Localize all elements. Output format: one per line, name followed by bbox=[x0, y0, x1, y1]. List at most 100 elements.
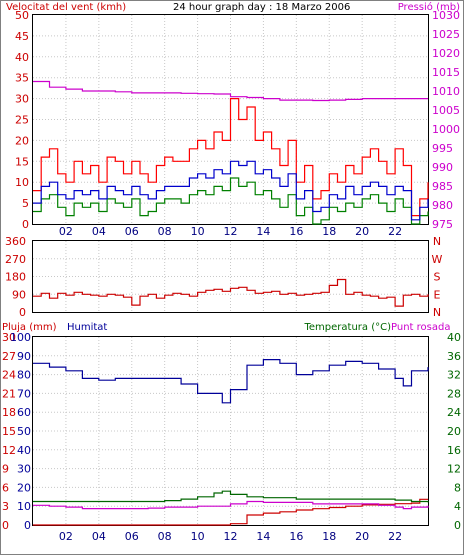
humidity-tick: 30 bbox=[17, 463, 31, 476]
direction-tick: 0 bbox=[19, 306, 26, 319]
x-tick-label: 18 bbox=[322, 225, 336, 238]
wind-speed-tick: 50 bbox=[15, 9, 29, 22]
x-tick-label: 12 bbox=[224, 225, 238, 238]
rain-tick: 21 bbox=[2, 387, 16, 400]
temperature-tick: 16 bbox=[447, 444, 461, 457]
wind-speed-tick: 35 bbox=[15, 72, 29, 85]
wind-speed-tick-labels: 0 5 10 15 20 25 30 35 40 45 50 bbox=[15, 9, 29, 231]
pressure-axis-label: Pressió (mb) bbox=[398, 1, 460, 13]
temperature-tick: 12 bbox=[447, 463, 461, 476]
weather-panel-series bbox=[33, 359, 429, 526]
dewpoint-axis-label: Punt rosada bbox=[391, 322, 450, 333]
direction-tick: 270 bbox=[5, 253, 26, 266]
temperature-tick-labels: 0 4 8 12 16 20 24 28 32 36 40 bbox=[447, 331, 461, 532]
wind-speed-tick: 15 bbox=[15, 155, 29, 168]
direction-panel-frame bbox=[32, 240, 429, 313]
rain-tick: 0 bbox=[2, 519, 9, 532]
x-tick-label: 22 bbox=[388, 225, 402, 238]
temperature-tick: 40 bbox=[447, 331, 461, 344]
average-line bbox=[33, 160, 429, 221]
pressure-tick: 1025 bbox=[432, 28, 460, 41]
wind-speed-tick: 30 bbox=[15, 93, 29, 106]
rain-tick-labels: 0 3 6 9 12 15 18 21 24 27 30 bbox=[2, 331, 16, 532]
x-tick-label: 02 bbox=[59, 530, 73, 543]
wind-speed-tick: 20 bbox=[15, 134, 29, 147]
rain-tick: 30 bbox=[2, 331, 16, 344]
humidity-tick: 50 bbox=[17, 425, 31, 438]
temperature-axis-label: Temperatura (°C) bbox=[303, 322, 391, 333]
x-tick-label: 10 bbox=[191, 530, 205, 543]
rain-line bbox=[33, 498, 428, 526]
temperature-tick: 8 bbox=[454, 481, 461, 494]
direction-tick: 180 bbox=[5, 271, 26, 284]
pressure-tick: 995 bbox=[432, 142, 453, 155]
pressure-tick-labels: 975 980 985 990 995 1000 1005 1010 1015 1020 1025 1… bbox=[432, 9, 460, 231]
direction-panel-series bbox=[33, 278, 429, 307]
rain-tick: 6 bbox=[2, 481, 9, 494]
compass-tick: W bbox=[432, 253, 443, 266]
rain-tick: 24 bbox=[2, 369, 16, 382]
x-tick-label: 14 bbox=[256, 530, 270, 543]
temperature-tick: 20 bbox=[447, 425, 461, 438]
rain-tick: 12 bbox=[2, 444, 16, 457]
pressure-tick: 990 bbox=[432, 161, 453, 174]
pressure-tick: 1020 bbox=[432, 47, 460, 60]
pressure-tick: 1010 bbox=[432, 85, 460, 98]
wind-speed-tick: 25 bbox=[15, 114, 29, 127]
temperature-tick: 4 bbox=[454, 500, 461, 513]
x-tick-label: 04 bbox=[92, 225, 106, 238]
x-tick-label: 20 bbox=[355, 225, 369, 238]
weather-panel-hour-labels: 02 04 06 08 10 12 14 16 18 20 22 bbox=[59, 530, 402, 543]
x-tick-label: 20 bbox=[355, 530, 369, 543]
pressure-tick: 1015 bbox=[432, 66, 460, 79]
gust-line bbox=[33, 98, 429, 217]
compass-tick: N bbox=[433, 306, 441, 319]
compass-tick: E bbox=[434, 288, 441, 301]
wind-speed-tick: 10 bbox=[15, 176, 29, 189]
humidity-tick: 0 bbox=[24, 519, 31, 532]
temperature-tick: 36 bbox=[447, 350, 461, 363]
humidity-tick: 70 bbox=[17, 387, 31, 400]
rain-axis-label: Pluja (mm) bbox=[2, 322, 57, 333]
x-tick-label: 04 bbox=[92, 530, 106, 543]
minimum-line bbox=[33, 177, 429, 225]
pressure-tick: 985 bbox=[432, 180, 453, 193]
humidity-axis-label: Humitat bbox=[67, 322, 107, 333]
direction-tick: 360 bbox=[5, 235, 26, 248]
wind-speed-tick: 0 bbox=[22, 218, 29, 231]
wind-panel-series bbox=[33, 80, 429, 225]
direction-tick: 90 bbox=[12, 288, 26, 301]
humidity-tick-labels: 0 10 20 30 40 50 60 70 80 90 100 bbox=[10, 331, 31, 532]
pressure-line bbox=[33, 80, 428, 102]
x-tick-label: 22 bbox=[388, 530, 402, 543]
weather-panel-grid bbox=[33, 337, 428, 525]
x-tick-label: 12 bbox=[224, 530, 238, 543]
pressure-tick: 1000 bbox=[432, 123, 460, 136]
compass-tick: S bbox=[434, 271, 441, 284]
x-tick-label: 02 bbox=[59, 225, 73, 238]
compass-tick: N bbox=[433, 235, 441, 248]
direction-degree-labels: 0 90 180 270 360 bbox=[5, 235, 26, 319]
wind-speed-tick: 40 bbox=[15, 51, 29, 64]
humidity-tick: 100 bbox=[10, 331, 31, 344]
humidity-tick: 20 bbox=[17, 481, 31, 494]
rain-tick: 3 bbox=[2, 500, 9, 513]
pressure-tick: 1005 bbox=[432, 104, 460, 117]
temperature-tick: 28 bbox=[447, 387, 461, 400]
x-tick-label: 06 bbox=[125, 225, 139, 238]
pressure-tick: 975 bbox=[432, 218, 453, 231]
temperature-tick: 0 bbox=[454, 519, 461, 532]
humidity-line bbox=[33, 359, 429, 404]
dewpoint-line bbox=[33, 500, 429, 510]
temperature-tick: 32 bbox=[447, 369, 461, 382]
wind-speed-tick: 5 bbox=[22, 197, 29, 210]
rain-tick: 27 bbox=[2, 350, 16, 363]
temperature-tick: 24 bbox=[447, 406, 461, 419]
wind-direction-line bbox=[33, 278, 429, 307]
humidity-tick: 40 bbox=[17, 444, 31, 457]
rain-tick: 9 bbox=[2, 463, 9, 476]
